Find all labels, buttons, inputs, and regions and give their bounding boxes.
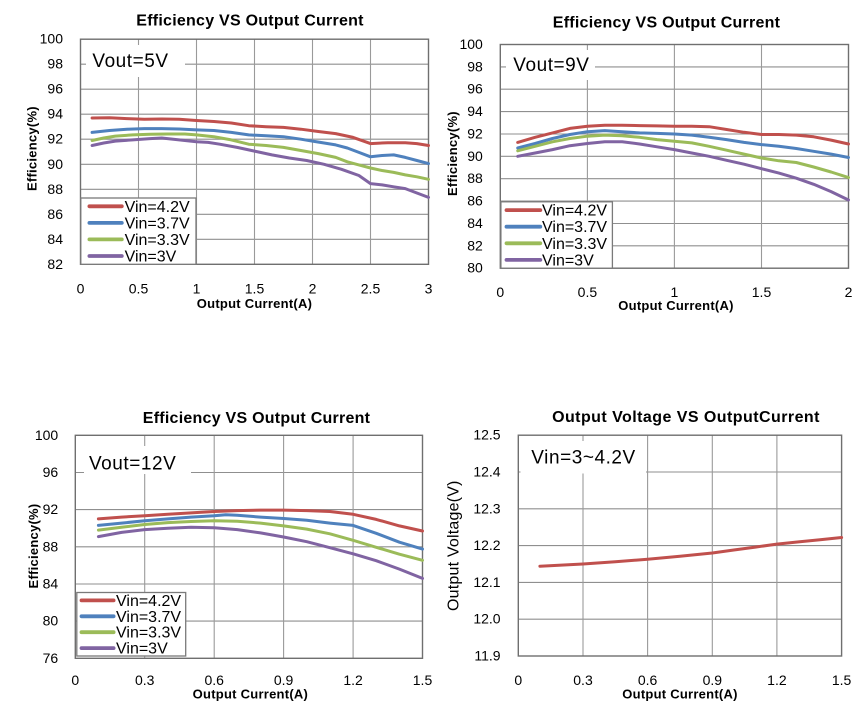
svg-text:Vin=3.7V: Vin=3.7V <box>542 219 607 236</box>
svg-text:76: 76 <box>43 650 59 666</box>
svg-text:12.3: 12.3 <box>473 500 500 516</box>
svg-text:100: 100 <box>459 36 483 52</box>
svg-text:Vin=3V: Vin=3V <box>116 641 168 658</box>
svg-text:84: 84 <box>47 231 63 247</box>
svg-text:Efficiency(%): Efficiency(%) <box>26 504 41 589</box>
svg-text:Output Voltage VS OutputCurren: Output Voltage VS OutputCurrent <box>552 409 820 426</box>
svg-text:0.6: 0.6 <box>204 672 224 688</box>
svg-text:0: 0 <box>77 281 85 297</box>
svg-text:0.9: 0.9 <box>274 672 294 688</box>
svg-text:1.5: 1.5 <box>413 672 433 688</box>
svg-text:2: 2 <box>309 281 317 297</box>
svg-text:12.5: 12.5 <box>473 427 500 443</box>
svg-text:94: 94 <box>467 103 483 119</box>
svg-text:Vin=3.3V: Vin=3.3V <box>116 625 181 642</box>
svg-text:86: 86 <box>47 206 63 222</box>
svg-text:Output Voltage(V): Output Voltage(V) <box>446 480 463 611</box>
svg-text:1.2: 1.2 <box>343 672 363 688</box>
svg-text:0.5: 0.5 <box>578 284 598 300</box>
svg-text:100: 100 <box>40 31 64 47</box>
svg-text:Vin=4.2V: Vin=4.2V <box>116 593 181 610</box>
svg-text:Vin=3~4.2V: Vin=3~4.2V <box>531 447 635 468</box>
svg-text:0.6: 0.6 <box>638 672 658 688</box>
svg-text:84: 84 <box>467 215 483 231</box>
svg-text:12.4: 12.4 <box>473 464 500 480</box>
svg-text:90: 90 <box>467 148 483 164</box>
svg-text:0: 0 <box>514 672 522 688</box>
svg-text:96: 96 <box>47 81 63 97</box>
svg-text:Vin=3.3V: Vin=3.3V <box>125 232 190 249</box>
svg-text:2: 2 <box>845 284 853 300</box>
svg-text:Vin=4.2V: Vin=4.2V <box>125 199 190 216</box>
svg-text:94: 94 <box>47 106 63 122</box>
svg-text:Vin=3.7V: Vin=3.7V <box>116 609 181 626</box>
svg-text:96: 96 <box>43 464 59 480</box>
svg-text:88: 88 <box>47 181 63 197</box>
svg-text:Output Current(A): Output Current(A) <box>622 687 737 702</box>
svg-text:90: 90 <box>47 156 63 172</box>
svg-text:12.2: 12.2 <box>473 537 500 553</box>
svg-text:0.3: 0.3 <box>573 672 593 688</box>
svg-text:100: 100 <box>35 427 59 443</box>
svg-text:0: 0 <box>496 284 504 300</box>
svg-text:0.5: 0.5 <box>129 281 149 297</box>
svg-text:88: 88 <box>467 170 483 186</box>
svg-text:0.3: 0.3 <box>135 672 155 688</box>
svg-text:88: 88 <box>43 538 59 554</box>
svg-text:92: 92 <box>43 501 59 517</box>
svg-text:1: 1 <box>671 284 679 300</box>
svg-text:0: 0 <box>71 672 79 688</box>
svg-text:92: 92 <box>47 131 63 147</box>
svg-text:98: 98 <box>47 56 63 72</box>
svg-text:92: 92 <box>467 126 483 142</box>
svg-text:Efficiency VS Output Current: Efficiency VS Output Current <box>553 15 781 32</box>
svg-text:Efficiency(%): Efficiency(%) <box>445 111 460 196</box>
svg-text:Vin=3.3V: Vin=3.3V <box>542 236 607 253</box>
svg-text:1.5: 1.5 <box>245 281 265 297</box>
svg-text:82: 82 <box>467 237 483 253</box>
svg-text:86: 86 <box>467 193 483 209</box>
svg-text:Vout=5V: Vout=5V <box>92 51 168 72</box>
svg-text:11.9: 11.9 <box>474 648 500 664</box>
svg-text:Output Current(A): Output Current(A) <box>618 298 733 313</box>
svg-text:1.5: 1.5 <box>832 672 852 688</box>
svg-text:3: 3 <box>425 281 433 297</box>
svg-text:Output Current(A): Output Current(A) <box>197 296 312 311</box>
svg-text:Efficiency(%): Efficiency(%) <box>25 106 40 191</box>
svg-text:82: 82 <box>47 256 63 272</box>
svg-text:12.0: 12.0 <box>473 611 500 627</box>
svg-text:80: 80 <box>43 613 59 629</box>
svg-text:Efficiency VS Output Current: Efficiency VS Output Current <box>143 410 371 427</box>
svg-text:Output Current(A): Output Current(A) <box>193 687 308 702</box>
svg-text:80: 80 <box>467 260 483 276</box>
svg-text:Vin=3.7V: Vin=3.7V <box>125 215 190 232</box>
svg-text:Vin=4.2V: Vin=4.2V <box>542 203 607 220</box>
svg-text:Efficiency VS Output Current: Efficiency VS Output Current <box>136 13 364 30</box>
svg-text:Vout=12V: Vout=12V <box>89 454 176 475</box>
svg-text:Vin=3V: Vin=3V <box>542 252 594 269</box>
svg-text:0.9: 0.9 <box>703 672 723 688</box>
svg-text:Vin=3V: Vin=3V <box>125 249 177 266</box>
svg-text:84: 84 <box>43 576 59 592</box>
svg-text:2.5: 2.5 <box>361 281 381 297</box>
svg-text:Vout=9V: Vout=9V <box>513 55 589 76</box>
svg-text:1.2: 1.2 <box>767 672 787 688</box>
svg-text:1.5: 1.5 <box>752 284 772 300</box>
svg-text:12.1: 12.1 <box>473 574 500 590</box>
svg-text:96: 96 <box>467 81 483 97</box>
svg-text:98: 98 <box>467 58 483 74</box>
svg-text:1: 1 <box>193 281 201 297</box>
